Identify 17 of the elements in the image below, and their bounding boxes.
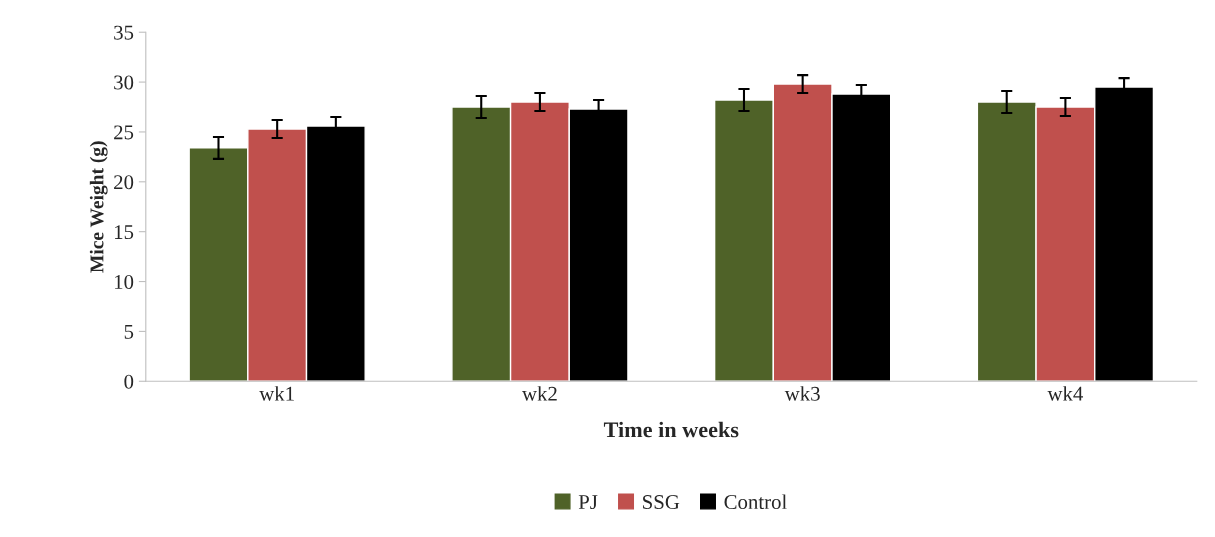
legend-label: Control bbox=[724, 494, 787, 510]
y-tick-label: 10 bbox=[114, 274, 134, 289]
y-tick-label: 20 bbox=[114, 175, 134, 190]
y-tick-label: 30 bbox=[114, 75, 134, 90]
x-tick-label: wk1 bbox=[259, 386, 294, 401]
x-tick-label: wk2 bbox=[522, 386, 557, 401]
y-axis-title: Mice Weight (g) bbox=[89, 141, 108, 273]
legend-label: PJ bbox=[578, 495, 598, 510]
y-tick-label: 5 bbox=[124, 324, 134, 339]
y-tick-label: 0 bbox=[124, 374, 134, 389]
y-tick-label: 15 bbox=[114, 225, 134, 240]
legend-label: SSG bbox=[643, 495, 680, 510]
y-tick-label: 25 bbox=[114, 125, 134, 140]
x-axis-title: Time in weeks bbox=[603, 421, 739, 438]
x-tick-label: wk4 bbox=[1047, 386, 1084, 401]
y-tick-label: 35 bbox=[114, 25, 134, 40]
x-tick-label: wk3 bbox=[784, 386, 820, 401]
